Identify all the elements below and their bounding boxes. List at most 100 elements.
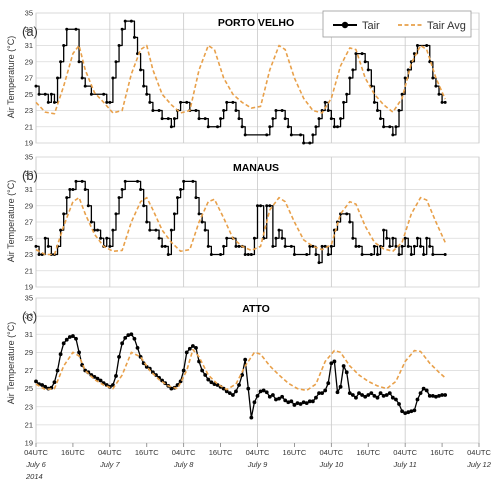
tair-point bbox=[114, 374, 118, 378]
tair-point bbox=[136, 179, 140, 183]
tair-point bbox=[243, 253, 247, 256]
tair-point bbox=[166, 117, 170, 121]
tair-point bbox=[430, 393, 435, 398]
panel-manaus: 19 21 23 25 27 29 31 33 35 (b) MANAUS Air Temper… bbox=[6, 153, 480, 292]
tair-point bbox=[366, 68, 370, 72]
tair-point bbox=[329, 244, 333, 248]
tair-point bbox=[264, 390, 269, 395]
tair-point bbox=[46, 100, 50, 104]
y-tick-label: 31 bbox=[25, 41, 33, 50]
tair-point bbox=[52, 100, 56, 104]
tair-point bbox=[166, 253, 170, 256]
tair-point bbox=[182, 179, 186, 183]
tair-point bbox=[384, 393, 389, 397]
y-tick-label: 19 bbox=[25, 439, 33, 448]
tair-point bbox=[46, 244, 50, 248]
tair-point bbox=[237, 244, 241, 248]
tair-point bbox=[400, 92, 404, 96]
tair-point bbox=[298, 402, 303, 406]
tair-point bbox=[185, 100, 189, 104]
tair-point bbox=[335, 390, 340, 395]
tair-point bbox=[357, 244, 361, 248]
tair-point bbox=[163, 244, 167, 248]
tair-point bbox=[443, 253, 447, 256]
tair-point bbox=[219, 253, 223, 256]
tair-point bbox=[375, 395, 380, 400]
tair-point bbox=[379, 117, 383, 121]
tair-point bbox=[348, 220, 352, 224]
tair-point bbox=[341, 364, 346, 368]
panel-a-ylabel: Air Temperature (°C) bbox=[6, 36, 16, 118]
tair-point bbox=[390, 395, 395, 400]
tair-point bbox=[129, 19, 133, 23]
tair-point bbox=[34, 84, 38, 88]
tair-point bbox=[190, 344, 195, 348]
tair-point bbox=[391, 133, 395, 137]
tair-point bbox=[89, 92, 93, 96]
tair-point bbox=[62, 212, 66, 216]
tair-point bbox=[378, 391, 383, 396]
tair-point bbox=[363, 394, 368, 399]
tair-point bbox=[237, 117, 241, 121]
legend-tair-avg-label: Tair Avg bbox=[427, 20, 466, 32]
tair-point bbox=[154, 228, 158, 232]
series-tair-avg bbox=[35, 348, 446, 392]
tair-point bbox=[157, 236, 161, 240]
x-date-label: July 7 bbox=[99, 460, 120, 469]
tair-point bbox=[234, 244, 238, 248]
tair-point bbox=[111, 76, 115, 80]
tair-point bbox=[43, 92, 47, 96]
tair-point bbox=[421, 386, 426, 391]
x-axis: 04UTC 16UTC 04UTC 16UTC 04UTC 16UTC 04UTC 16UTC… bbox=[24, 443, 492, 469]
tair-point bbox=[246, 253, 250, 256]
tair-point bbox=[329, 117, 333, 121]
tair-point bbox=[230, 393, 235, 397]
tair-point bbox=[55, 368, 60, 373]
tair-point bbox=[142, 84, 146, 88]
tair-point bbox=[308, 141, 312, 145]
tair-point bbox=[403, 76, 407, 80]
tair-point bbox=[268, 125, 272, 129]
tair-point bbox=[117, 44, 121, 47]
tair-point bbox=[237, 383, 241, 387]
tair-point bbox=[59, 60, 63, 64]
tair-point bbox=[375, 253, 379, 256]
x-tick-label: 04UTC bbox=[172, 448, 196, 457]
tair-point bbox=[108, 244, 112, 248]
tair-point bbox=[394, 125, 398, 129]
tair-point bbox=[34, 379, 38, 384]
tair-point bbox=[221, 386, 226, 391]
x-tick-label: 04UTC bbox=[319, 448, 343, 457]
tair-point bbox=[99, 236, 103, 240]
tair-point bbox=[77, 60, 81, 64]
tair-point bbox=[360, 253, 364, 256]
tair-point bbox=[320, 244, 324, 248]
tair-point bbox=[443, 393, 448, 397]
tair-point bbox=[105, 100, 109, 104]
tair-point bbox=[225, 100, 229, 104]
tair-point bbox=[400, 244, 404, 248]
tair-point bbox=[142, 204, 146, 208]
tair-point bbox=[105, 236, 109, 240]
series-tair bbox=[34, 179, 447, 265]
tair-point bbox=[176, 196, 180, 200]
tair-point bbox=[151, 370, 155, 375]
tair-point bbox=[397, 402, 401, 406]
tair-point bbox=[326, 253, 330, 256]
tair-point bbox=[271, 244, 275, 248]
tair-point bbox=[437, 92, 441, 96]
tair-point bbox=[203, 117, 207, 121]
tair-point bbox=[56, 76, 60, 80]
tair-point bbox=[311, 244, 315, 248]
tair-point bbox=[329, 361, 334, 366]
tair-point bbox=[339, 117, 343, 121]
tair-point bbox=[425, 44, 429, 47]
y-tick-label: 23 bbox=[25, 250, 33, 259]
y-tick-label: 27 bbox=[25, 74, 33, 83]
y-tick-label: 29 bbox=[25, 57, 33, 66]
tair-point bbox=[261, 388, 266, 393]
series-tair bbox=[34, 19, 447, 145]
tair-point bbox=[68, 188, 72, 191]
tair-point bbox=[363, 60, 367, 64]
tair-point bbox=[197, 117, 201, 121]
